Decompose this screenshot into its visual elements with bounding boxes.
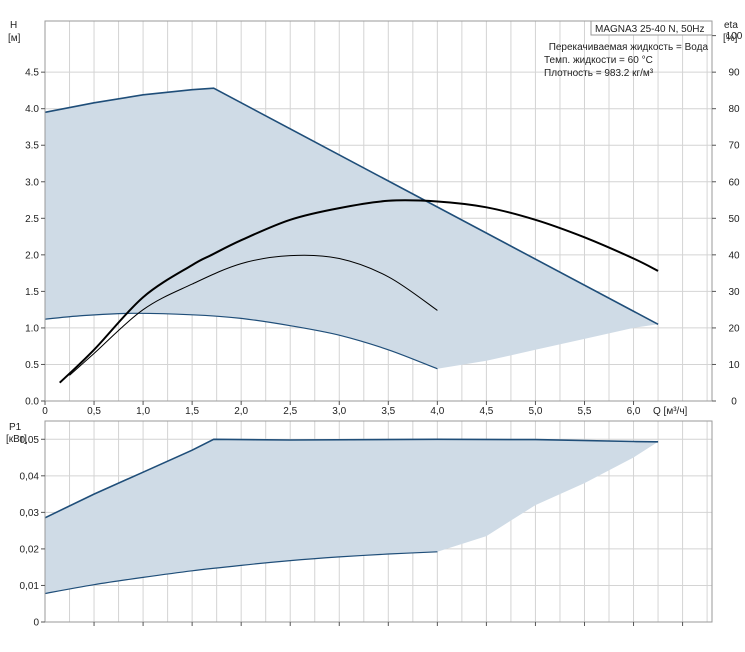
head-max-curve	[44, 87, 659, 326]
power-tick-label: 0	[33, 618, 39, 629]
eta-tick-label: 10	[728, 360, 740, 371]
flow-axis-label: Q [м³/ч]	[653, 406, 688, 417]
flow-tick-label: 1,5	[185, 406, 199, 417]
efficiency-curve-min	[69, 254, 438, 376]
head-tick-label: 3.5	[25, 141, 39, 152]
eta-tick-label: 80	[728, 104, 740, 115]
eta-tick-label: 60	[728, 177, 740, 188]
flow-tick-label: 3,0	[332, 406, 346, 417]
flow-tick-label: 1,0	[136, 406, 150, 417]
bottom-plot-frame	[44, 420, 713, 623]
eta-tick-label: 50	[728, 214, 740, 225]
flow-tick-label: 4,0	[430, 406, 444, 417]
legend-line-temperature: Темп. жидкости = 60 °C	[544, 55, 653, 66]
efficiency-curve-max	[59, 199, 659, 384]
flow-tick-label: 5,0	[528, 406, 542, 417]
power-max-curve	[44, 438, 659, 519]
power-tick-label: 0,04	[20, 471, 40, 482]
eta-axis-unit: [%]	[723, 33, 738, 44]
power-operating-area	[44, 438, 659, 595]
head-min-curve	[44, 312, 438, 370]
power-tick-label: 0,03	[20, 508, 40, 519]
flow-tick-label: 5,5	[578, 406, 592, 417]
head-operating-area	[44, 87, 659, 370]
legend-box: MAGNA3 25-40 N, 50Hz Перекачиваемая жидк…	[544, 20, 713, 79]
eta-tick-label: 30	[728, 287, 740, 298]
eta-tick-label: 0	[731, 397, 737, 408]
power-area-fill	[45, 439, 659, 594]
head-area-fill	[45, 88, 659, 369]
eta-tick-label: 40	[728, 250, 740, 261]
eta-tick-label: 20	[728, 323, 740, 334]
head-tick-label: 3.0	[25, 177, 39, 188]
eta-tick-label: 70	[728, 141, 740, 152]
flow-tick-label: 6,0	[627, 406, 641, 417]
flow-tick-label: 3,5	[381, 406, 395, 417]
legend-title-box	[590, 20, 713, 36]
legend-line-density: Плотность = 983.2 кг/м³	[544, 68, 654, 79]
head-tick-label: 0.5	[25, 360, 39, 371]
head-axis-unit: [м]	[8, 33, 21, 44]
flow-tick-label: 4,5	[479, 406, 493, 417]
flow-tick-label: 2,5	[283, 406, 297, 417]
eta-tick-label: 100	[726, 31, 743, 42]
head-tick-label: 0.0	[25, 397, 39, 408]
flow-tick-label: 0,5	[87, 406, 101, 417]
flow-tick-label: 2,0	[234, 406, 248, 417]
eta-tick-label: 90	[728, 68, 740, 79]
head-tick-label: 4.0	[25, 104, 39, 115]
power-axis-label: P1	[9, 422, 22, 433]
bottom-axis-ticks: 0 0,01 0,02 0,03 0,04 0,05	[20, 435, 684, 629]
legend-title: MAGNA3 25-40 N, 50Hz	[595, 24, 705, 35]
head-tick-label: 4.5	[25, 68, 39, 79]
power-tick-label: 0,02	[20, 544, 40, 555]
head-tick-label: 2.5	[25, 214, 39, 225]
head-axis-label: H	[10, 20, 17, 31]
power-axis-unit: [кВт]	[6, 434, 27, 445]
legend-line-fluid: Перекачиваемая жидкость = Вода	[549, 42, 709, 53]
head-curves	[59, 199, 659, 384]
head-tick-label: 1.0	[25, 323, 39, 334]
power-min-curve	[44, 551, 438, 595]
power-tick-label: 0,05	[20, 435, 40, 446]
head-tick-label: 2.0	[25, 250, 39, 261]
power-tick-label: 0,01	[20, 581, 40, 592]
eta-axis-label: eta	[724, 20, 738, 31]
top-axis-ticks: 0.0 0.5 1.0 1.5 2.0 2.5 3.0 3.5 4.0 4.5 0 10 20 30 40 5…	[25, 31, 743, 417]
top-plot-frame	[44, 20, 713, 402]
head-tick-label: 1.5	[25, 287, 39, 298]
flow-tick-label: 0	[42, 406, 48, 417]
